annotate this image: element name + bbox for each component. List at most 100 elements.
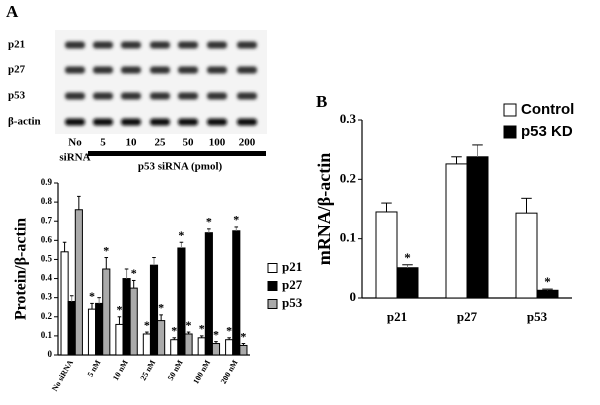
lane-label: 10 xyxy=(126,137,138,149)
error-bar xyxy=(542,288,553,291)
band xyxy=(93,41,113,49)
error-bar xyxy=(521,197,532,214)
x-tick-label: 10 nM xyxy=(111,358,130,382)
error-bar xyxy=(62,241,67,252)
error-bar xyxy=(451,156,462,164)
error-bar xyxy=(124,268,129,279)
band xyxy=(65,66,85,74)
lane-label: 100 xyxy=(209,137,226,149)
error-bar xyxy=(145,331,149,334)
bar xyxy=(129,287,138,356)
x-tick-label: 50 nM xyxy=(166,358,185,382)
bar xyxy=(115,323,124,356)
error-bar xyxy=(214,341,218,344)
error-bar xyxy=(227,337,231,340)
legend-swatch xyxy=(267,299,278,309)
band xyxy=(237,118,257,126)
significance-mark: * xyxy=(89,289,95,303)
error-bar xyxy=(77,195,81,210)
y-tick-label: 0.3 xyxy=(41,292,53,302)
x-tick-label: 100 nM xyxy=(191,358,212,385)
error-bar xyxy=(131,279,136,289)
band xyxy=(150,66,170,74)
x-tick-label: 200 nM xyxy=(219,358,240,385)
significance-mark: * xyxy=(171,324,177,338)
y-tick-label: 0.1 xyxy=(41,330,53,340)
y-axis-label: mRNA/β-actin xyxy=(314,153,334,265)
treatment-label: p53 siRNA (pmol) xyxy=(138,161,223,173)
bar xyxy=(536,289,559,299)
error-bar xyxy=(104,257,109,269)
bar xyxy=(239,344,248,356)
significance-mark: * xyxy=(404,250,411,265)
row-label: β-actin xyxy=(8,116,41,128)
error-bar xyxy=(199,335,204,338)
lane-label: 5 xyxy=(100,137,106,149)
band xyxy=(150,118,170,126)
error-bar xyxy=(472,144,483,157)
band xyxy=(178,92,198,100)
bar xyxy=(142,333,151,356)
error-bar xyxy=(69,295,74,302)
legend-swatch xyxy=(267,263,278,273)
treatment-bar xyxy=(88,151,266,156)
bar xyxy=(184,333,193,356)
band xyxy=(121,66,141,74)
band xyxy=(65,118,85,126)
x-tick-label: p21 xyxy=(387,309,407,324)
bar xyxy=(157,320,166,356)
y-tick-label: 0.3 xyxy=(340,111,357,126)
error-bar xyxy=(402,264,413,268)
significance-mark: * xyxy=(103,243,109,257)
band xyxy=(178,118,198,126)
y-tick-label: 0.1 xyxy=(340,230,356,245)
bar xyxy=(515,212,538,299)
x-tick-label: p27 xyxy=(457,309,478,324)
error-bar xyxy=(152,257,156,266)
band xyxy=(150,92,170,100)
bar xyxy=(197,337,206,356)
significance-mark: * xyxy=(226,324,232,338)
error-bar xyxy=(159,314,163,321)
legend-swatch xyxy=(503,125,517,139)
significance-mark: * xyxy=(544,274,551,289)
band xyxy=(65,92,85,100)
error-bar xyxy=(97,297,101,304)
error-bar xyxy=(117,316,122,325)
error-bar xyxy=(207,228,211,233)
error-bar xyxy=(179,241,184,248)
band xyxy=(178,41,198,49)
y-tick-label: 0 xyxy=(48,349,53,359)
x-tick-label: 5 nM xyxy=(86,358,103,378)
error-bar xyxy=(172,337,177,340)
y-tick-label: 0.7 xyxy=(41,215,53,225)
y-tick-label: 0.8 xyxy=(41,196,53,206)
band xyxy=(121,41,141,49)
band xyxy=(93,92,113,100)
bar xyxy=(170,339,179,356)
panel-label: A xyxy=(6,2,19,21)
lane-label: 50 xyxy=(183,137,195,149)
x-tick-label: 25 nM xyxy=(139,358,158,382)
y-axis-label: Protein/β-actin xyxy=(13,218,30,320)
band xyxy=(207,92,227,100)
bar xyxy=(466,156,489,299)
significance-mark: * xyxy=(199,322,205,336)
bar xyxy=(87,308,97,356)
row-label: p53 xyxy=(8,90,26,102)
y-tick-label: 0.4 xyxy=(41,273,53,283)
legend-label: Control xyxy=(521,101,574,118)
band xyxy=(93,118,113,126)
band xyxy=(121,118,141,126)
y-tick-label: 0.2 xyxy=(41,311,53,321)
significance-mark: * xyxy=(116,303,122,317)
legend-label: p53 xyxy=(282,295,303,310)
bar xyxy=(204,232,213,356)
lane-label: siRNA xyxy=(59,152,90,164)
x-tick-label: No siRNA xyxy=(50,358,75,393)
error-bar xyxy=(241,343,246,346)
bar xyxy=(67,300,76,356)
significance-mark: * xyxy=(240,329,246,343)
band xyxy=(65,41,85,49)
